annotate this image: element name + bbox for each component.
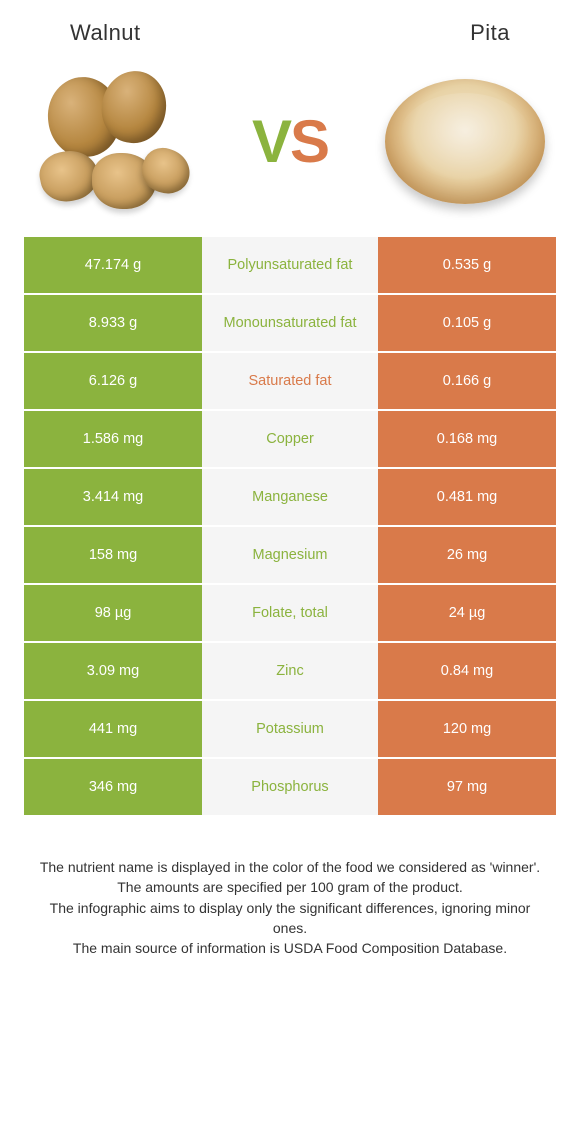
vs-label: VS (252, 107, 328, 176)
nutrient-name: Folate, total (202, 585, 378, 643)
header: Walnut Pita (0, 0, 580, 56)
value-b: 0.481 mg (378, 469, 556, 527)
footer-line: The amounts are specified per 100 gram o… (34, 877, 546, 897)
walnut-image (30, 71, 200, 211)
table-row: 158 mgMagnesium26 mg (24, 527, 556, 585)
value-a: 158 mg (24, 527, 202, 585)
value-a: 47.174 g (24, 237, 202, 295)
table-row: 1.586 mgCopper0.168 mg (24, 411, 556, 469)
nutrient-name: Phosphorus (202, 759, 378, 817)
value-a: 3.414 mg (24, 469, 202, 527)
table-row: 47.174 gPolyunsaturated fat0.535 g (24, 237, 556, 295)
vs-s: S (290, 108, 328, 175)
footer-line: The nutrient name is displayed in the co… (34, 857, 546, 877)
value-b: 26 mg (378, 527, 556, 585)
table-row: 8.933 gMonounsaturated fat0.105 g (24, 295, 556, 353)
table-row: 441 mgPotassium120 mg (24, 701, 556, 759)
nutrient-name: Copper (202, 411, 378, 469)
vs-v: V (252, 108, 290, 175)
nutrient-name: Polyunsaturated fat (202, 237, 378, 295)
value-b: 0.168 mg (378, 411, 556, 469)
table-row: 3.414 mgManganese0.481 mg (24, 469, 556, 527)
nutrient-name: Manganese (202, 469, 378, 527)
food-a-title: Walnut (70, 20, 141, 46)
pita-image (380, 71, 550, 211)
table-row: 6.126 gSaturated fat0.166 g (24, 353, 556, 411)
value-a: 1.586 mg (24, 411, 202, 469)
value-b: 0.105 g (378, 295, 556, 353)
nutrient-name: Zinc (202, 643, 378, 701)
value-a: 441 mg (24, 701, 202, 759)
footer-line: The infographic aims to display only the… (34, 898, 546, 939)
value-b: 24 µg (378, 585, 556, 643)
value-b: 0.535 g (378, 237, 556, 295)
value-a: 6.126 g (24, 353, 202, 411)
value-a: 98 µg (24, 585, 202, 643)
table-row: 346 mgPhosphorus97 mg (24, 759, 556, 817)
nutrient-name: Magnesium (202, 527, 378, 585)
value-b: 0.84 mg (378, 643, 556, 701)
food-b-title: Pita (470, 20, 510, 46)
footer-line: The main source of information is USDA F… (34, 938, 546, 958)
footer-notes: The nutrient name is displayed in the co… (0, 817, 580, 958)
value-b: 97 mg (378, 759, 556, 817)
nutrient-name: Saturated fat (202, 353, 378, 411)
nutrient-table: 47.174 gPolyunsaturated fat0.535 g8.933 … (24, 236, 556, 817)
value-a: 3.09 mg (24, 643, 202, 701)
nutrient-name: Monounsaturated fat (202, 295, 378, 353)
table-row: 3.09 mgZinc0.84 mg (24, 643, 556, 701)
value-a: 8.933 g (24, 295, 202, 353)
nutrient-name: Potassium (202, 701, 378, 759)
value-b: 0.166 g (378, 353, 556, 411)
value-b: 120 mg (378, 701, 556, 759)
value-a: 346 mg (24, 759, 202, 817)
images-row: VS (0, 56, 580, 236)
table-row: 98 µgFolate, total24 µg (24, 585, 556, 643)
